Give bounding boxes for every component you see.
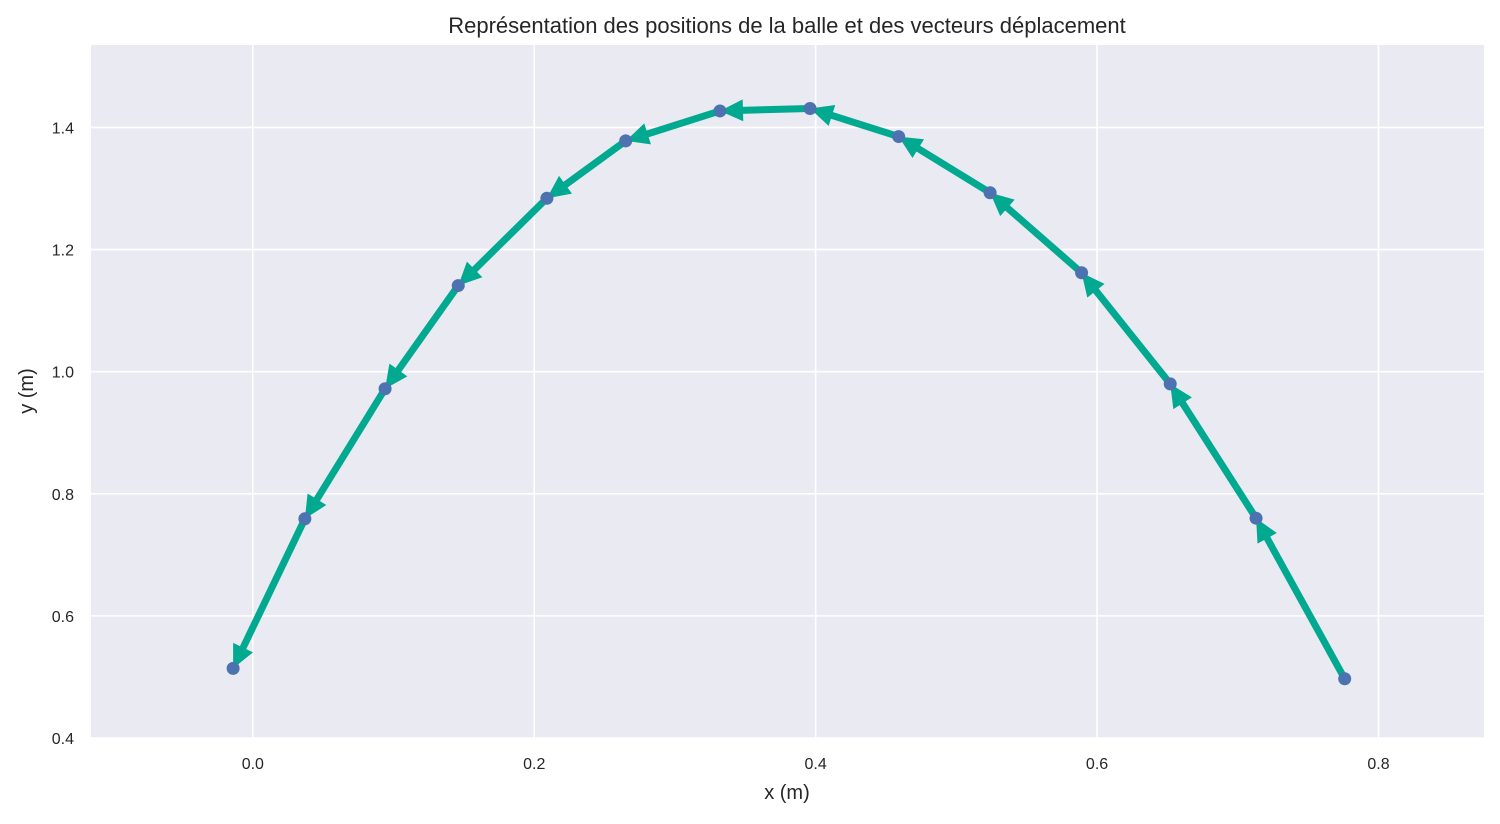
displacement-arrow (546, 138, 628, 199)
arrow-shaft (828, 111, 900, 140)
arrow-head (1256, 518, 1277, 544)
position-point (226, 661, 240, 675)
x-tick-label: 0.0 (242, 756, 264, 773)
position-point (713, 104, 727, 118)
arrow-head (625, 123, 651, 145)
displacement-arrow (304, 386, 389, 519)
arrow-shaft (394, 283, 462, 374)
arrow-head (233, 642, 253, 669)
arrow-shaft (470, 195, 550, 274)
grid-lines (91, 45, 1484, 739)
arrow-head (304, 493, 327, 519)
displacement-arrow (233, 517, 309, 669)
displacement-arrow (1256, 518, 1348, 681)
position-point (1163, 377, 1177, 391)
position-point (1249, 511, 1263, 525)
x-axis-label: x (m) (764, 782, 810, 804)
x-tick-label: 0.6 (1086, 756, 1108, 773)
position-point (298, 512, 312, 526)
arrow-shaft (1263, 534, 1348, 681)
arrow-shaft (561, 138, 628, 189)
ball-positions (226, 101, 1352, 686)
position-point (983, 186, 997, 200)
arrow-head (546, 175, 572, 199)
arrow-head (898, 136, 925, 158)
displacement-arrow (625, 107, 722, 145)
arrow-shaft (1091, 286, 1173, 387)
arrow-shaft (1003, 203, 1084, 276)
position-point (1338, 672, 1352, 686)
y-tick-label: 0.4 (52, 731, 74, 748)
position-point (451, 279, 465, 293)
chart-title: Représentation des positions de la balle… (448, 13, 1126, 38)
y-tick-label: 1.2 (52, 243, 74, 260)
position-point (892, 130, 906, 144)
displacement-arrow (1081, 272, 1173, 387)
arrow-head (990, 192, 1015, 217)
arrow-shaft (644, 107, 722, 138)
displacement-arrow (1170, 383, 1260, 521)
arrow-head (458, 261, 483, 286)
displacement-vectors (233, 99, 1348, 681)
displacement-arrow (990, 192, 1084, 276)
arrow-shaft (312, 386, 389, 503)
x-tick-label: 0.2 (523, 756, 545, 773)
displacement-arrow (810, 104, 900, 140)
y-tick-label: 0.8 (52, 487, 74, 504)
arrow-head (1170, 383, 1192, 410)
arrow-head (1081, 272, 1105, 298)
displacement-arrow (385, 283, 462, 389)
x-tick-label: 0.8 (1367, 756, 1389, 773)
y-tick-label: 0.6 (52, 609, 74, 626)
arrow-shaft (239, 517, 309, 651)
arrow-shaft (1178, 399, 1260, 521)
displacement-arrow (458, 195, 550, 286)
displacement-arrow (898, 136, 992, 196)
x-tick-label: 0.4 (805, 756, 827, 773)
position-point (540, 191, 554, 205)
displacement-arrow (719, 99, 811, 122)
arrow-head (810, 104, 836, 126)
tick-labels: 0.0 0.2 0.4 0.6 0.8 0.4 0.6 0.8 1.0 1.2 1.4 (52, 120, 1390, 773)
y-tick-label: 1.0 (52, 365, 74, 382)
arrow-head (385, 363, 408, 389)
position-point (1075, 266, 1089, 280)
position-point (619, 134, 633, 148)
arrow-head (719, 99, 744, 122)
y-axis-label: y (m) (16, 368, 38, 414)
arrow-shaft (740, 105, 811, 114)
position-point (803, 101, 817, 115)
plot-area (91, 45, 1484, 738)
arrow-shaft (914, 144, 992, 196)
position-point (378, 382, 392, 396)
y-tick-label: 1.4 (52, 120, 74, 137)
